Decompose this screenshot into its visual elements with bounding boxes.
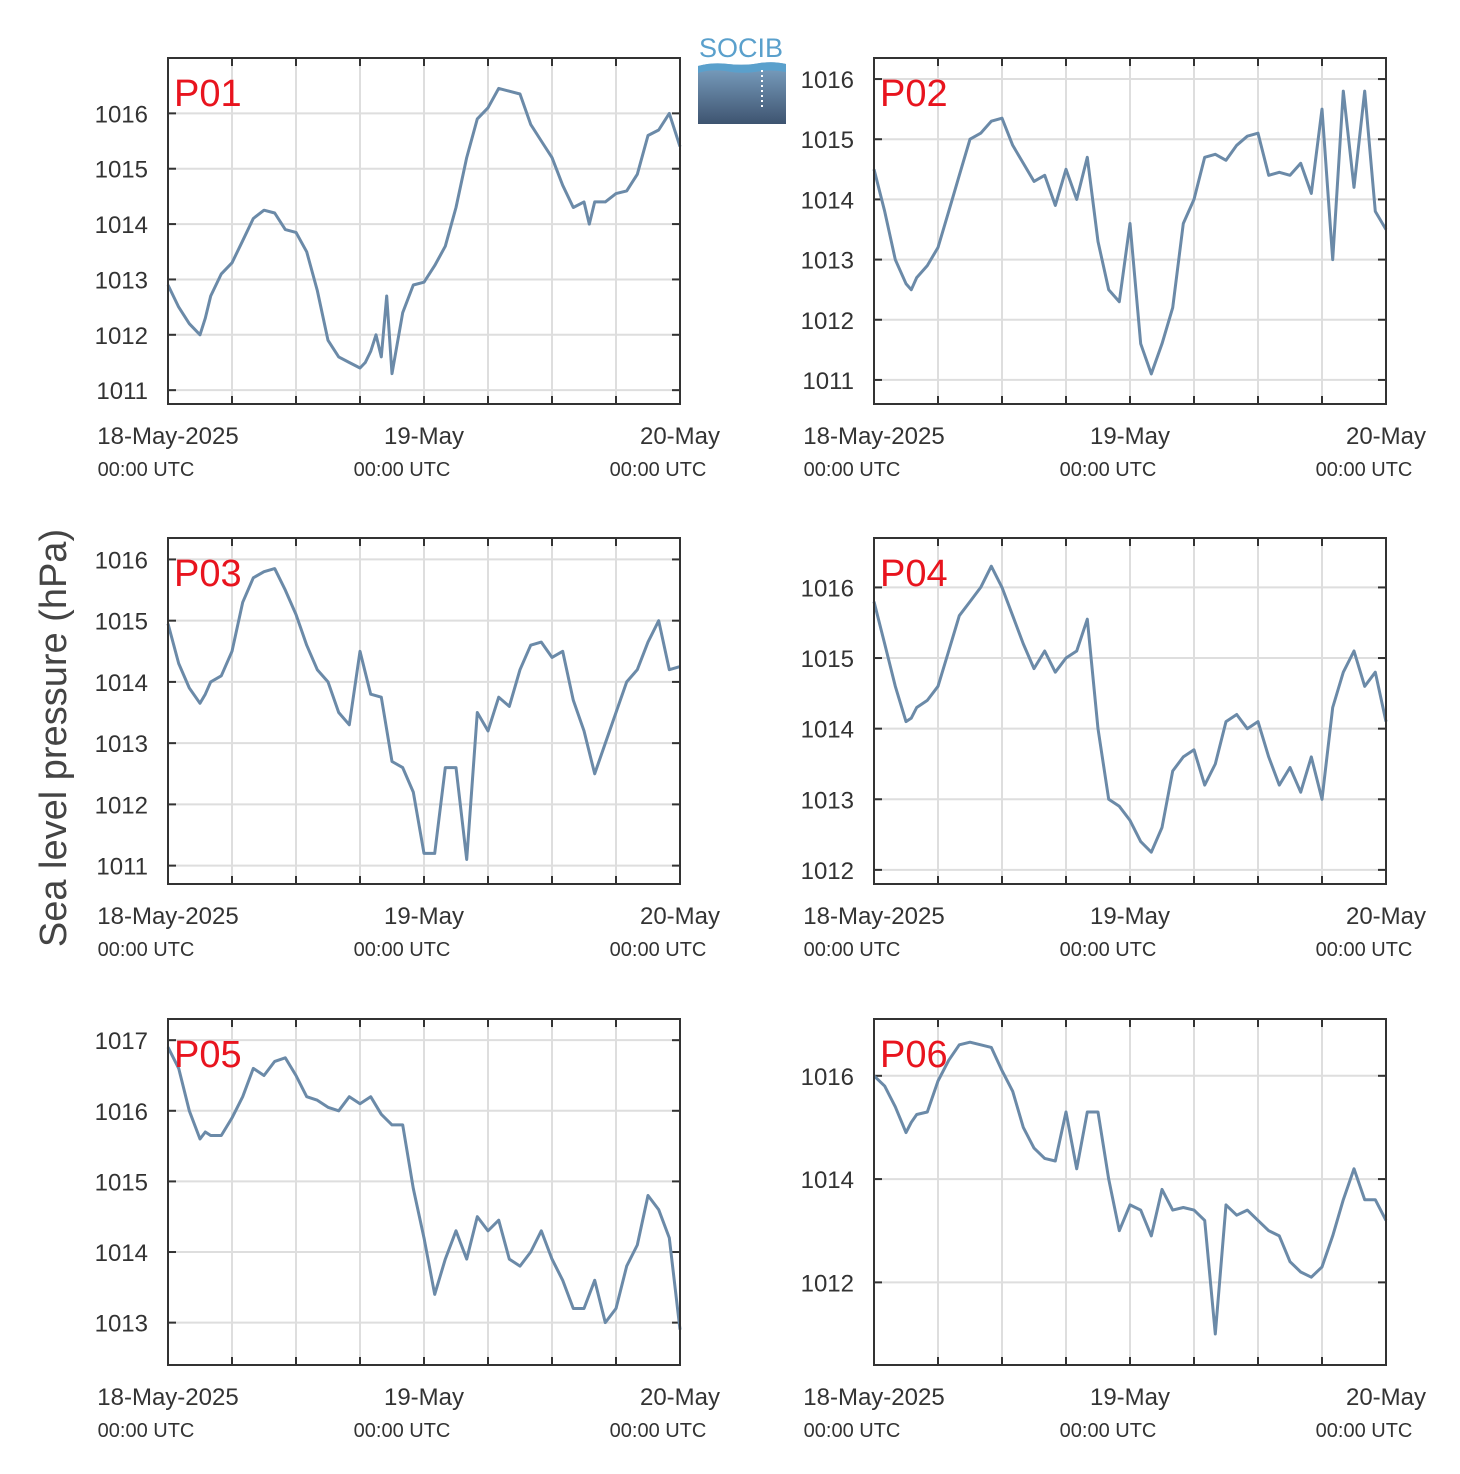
panel-p02: 1011 1012 1013 1014 1015 1016 P02 18-May-2025 00… [801,57,1426,481]
y-tick-label: 1014 [95,1240,148,1267]
panel-label: P06 [880,1034,948,1076]
series-line-p02 [872,89,1388,376]
panel-label: P02 [880,73,948,115]
x-tick-sublabel: 00:00 UTC [1060,459,1157,481]
panel-label: P04 [880,553,948,595]
logo-text: SOCIB [699,33,783,63]
logo-sea-surface [698,62,786,73]
x-tick-sublabel: 00:00 UTC [98,939,195,961]
x-tick-label: 18-May-2025 [803,1384,944,1411]
y-tick-label: 1013 [95,731,148,758]
y-tick-label: 1013 [95,267,148,294]
y-tick-label: 1015 [801,127,854,154]
panel-p03: 1011 1012 1013 1014 1015 1016 P03 18-May-2025 00… [95,537,720,961]
series-line-p06 [872,1040,1388,1336]
x-tick-label: 18-May-2025 [803,903,944,930]
x-tick-label: 19-May [384,423,464,450]
plot-frame [873,57,1387,405]
plot-frame [873,537,1387,885]
x-tick-sublabel: 00:00 UTC [1316,1420,1413,1442]
x-tick-label: 18-May-2025 [803,423,944,450]
y-tick-label: 1014 [95,212,148,239]
x-tick-label: 20-May [640,423,720,450]
x-tick-sublabel: 00:00 UTC [1060,939,1157,961]
panel-label: P03 [174,553,242,595]
x-tick-sublabel: 00:00 UTC [610,939,707,961]
series-line-p03 [166,567,681,861]
x-tick-sublabel: 00:00 UTC [1060,1420,1157,1442]
x-tick-sublabel: 00:00 UTC [354,459,451,481]
x-tick-label: 20-May [1346,1384,1426,1411]
x-tick-label: 18-May-2025 [97,1384,238,1411]
y-tick-label: 1012 [95,323,148,350]
y-tick-label: 1016 [95,1099,148,1126]
panel-p05: 1013 1014 1015 1016 1017 P05 18-May-2025 00:00 … [95,1018,720,1442]
x-tick-label: 19-May [1090,1384,1170,1411]
x-tick-label: 19-May [384,1384,464,1411]
y-tick-label: 1012 [801,308,854,335]
y-tick-label: 1012 [801,1270,854,1297]
x-tick-label: 20-May [1346,423,1426,450]
y-tick-label: 1013 [801,248,854,275]
y-tick-label: 1012 [801,858,854,885]
panel-p06: 1012 1014 1016 P06 18-May-2025 00:00 UTC 19-Ma… [801,1018,1426,1442]
y-tick-label: 1011 [96,854,148,881]
socib-logo: SOCIB [698,33,786,124]
y-tick-label: 1015 [95,609,148,636]
x-tick-sublabel: 00:00 UTC [610,459,707,481]
plot-frame [167,537,681,885]
y-tick-label: 1016 [801,575,854,602]
y-tick-label: 1012 [95,792,148,819]
panel-p01: 1011 1012 1013 1014 1015 1016 P01 18-May-2025 00… [95,57,720,481]
x-tick-label: 20-May [640,1384,720,1411]
x-tick-sublabel: 00:00 UTC [804,459,901,481]
series-line-p05 [166,1046,682,1330]
panel-label: P01 [174,73,242,115]
y-tick-label: 1014 [801,1167,854,1194]
y-tick-label: 1015 [95,1169,148,1196]
y-tick-label: 1014 [801,717,854,744]
y-axis-label: Sea level pressure (hPa) [33,529,75,947]
y-tick-label: 1015 [95,157,148,184]
x-tick-label: 20-May [1346,903,1426,930]
y-tick-label: 1013 [95,1311,148,1338]
panel-p04: 1012 1013 1014 1015 1016 P04 18-May-2025 00:00 … [801,537,1426,961]
y-tick-label: 1016 [801,67,854,94]
y-tick-label: 1011 [96,378,148,405]
logo-wave-icon [698,62,786,124]
y-tick-label: 1014 [95,670,148,697]
x-tick-sublabel: 00:00 UTC [354,1420,451,1442]
y-tick-label: 1017 [95,1028,148,1055]
x-tick-label: 18-May-2025 [97,903,238,930]
x-tick-sublabel: 00:00 UTC [354,939,451,961]
x-tick-sublabel: 00:00 UTC [610,1420,707,1442]
x-tick-label: 19-May [1090,423,1170,450]
x-tick-label: 19-May [384,903,464,930]
y-tick-label: 1011 [802,368,854,395]
x-tick-label: 18-May-2025 [97,423,238,450]
x-tick-sublabel: 00:00 UTC [98,459,195,481]
series-line-p04 [872,564,1388,854]
x-tick-sublabel: 00:00 UTC [1316,459,1413,481]
y-tick-label: 1013 [801,787,854,814]
plot-frame [167,57,681,405]
x-tick-sublabel: 00:00 UTC [1316,939,1413,961]
x-tick-label: 19-May [1090,903,1170,930]
x-tick-sublabel: 00:00 UTC [804,1420,901,1442]
y-tick-label: 1016 [95,547,148,574]
y-tick-label: 1014 [801,187,854,214]
y-tick-label: 1015 [801,646,854,673]
plot-frame [873,1018,1387,1366]
series-line-p01 [166,86,682,376]
x-tick-sublabel: 00:00 UTC [98,1420,195,1442]
y-tick-label: 1016 [801,1064,854,1091]
plot-frame [167,1018,681,1366]
x-tick-label: 20-May [640,903,720,930]
y-tick-label: 1016 [95,101,148,128]
panels: 1011 1012 1013 1014 1015 1016 P01 18-May-2025 00… [95,57,1426,1442]
x-tick-sublabel: 00:00 UTC [804,939,901,961]
panel-label: P05 [174,1034,242,1076]
